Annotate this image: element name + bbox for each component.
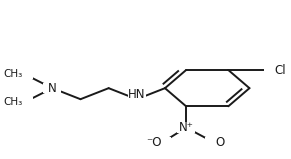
Text: HN: HN [128, 88, 146, 101]
FancyBboxPatch shape [153, 137, 171, 148]
FancyBboxPatch shape [128, 94, 146, 104]
Text: N: N [48, 82, 57, 95]
FancyBboxPatch shape [177, 122, 195, 133]
FancyBboxPatch shape [264, 65, 283, 75]
FancyBboxPatch shape [43, 83, 61, 93]
FancyBboxPatch shape [15, 97, 33, 107]
Text: Cl: Cl [275, 64, 286, 76]
Text: O: O [216, 136, 225, 149]
FancyBboxPatch shape [205, 137, 223, 148]
Text: N⁺: N⁺ [179, 121, 194, 134]
FancyBboxPatch shape [15, 69, 33, 79]
Text: ⁻O: ⁻O [147, 136, 162, 149]
Text: CH₃: CH₃ [3, 69, 23, 79]
Text: CH₃: CH₃ [3, 97, 23, 107]
